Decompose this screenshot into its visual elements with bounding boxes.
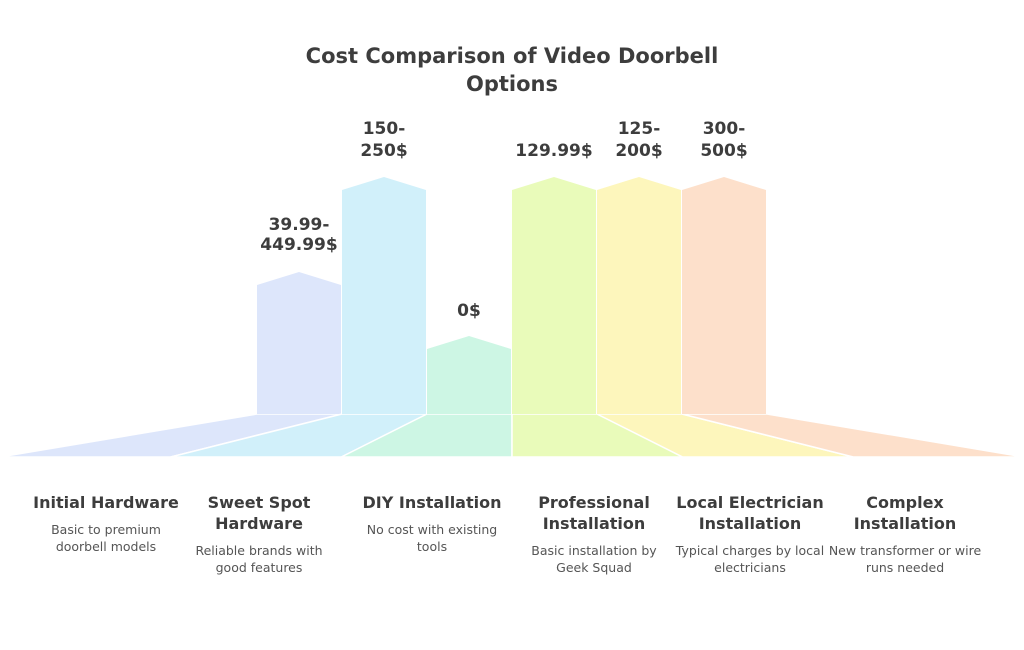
value-label-2: 150-250$ [360,119,407,161]
value-label-5: 125-200$ [615,119,662,161]
value-label-6: 300-500$ [700,119,747,161]
category-2: Sweet Spot Hardware Reliable brands with … [179,492,339,576]
category-title: Initial Hardware [33,493,179,512]
category-4: Professional Installation Basic installat… [514,492,674,576]
value-label-3: 0$ [457,301,481,321]
bar-4 [512,177,596,414]
category-title: Sweet Spot Hardware [207,493,311,533]
bar-1 [257,272,341,414]
bar-3 [427,336,511,414]
category-title: Complex Installation [853,493,957,533]
bar-5 [597,177,681,414]
value-label-1: 39.99-449.99$ [260,215,337,255]
category-description: No cost with existing tools [366,522,498,554]
category-6: Complex Installation New transformer or w… [825,492,985,576]
category-description: Reliable brands with good features [195,543,323,575]
chart-title: Cost Comparison of Video Doorbell Option… [305,44,719,96]
category-description: Basic to premium doorbell models [51,522,161,554]
category-title: DIY Installation [362,493,502,512]
category-3: DIY Installation No cost with existing to… [352,492,512,555]
bar-6 [682,177,766,414]
category-description: Typical charges by local electricians [675,543,825,575]
category-description: Basic installation by Geek Squad [531,543,657,575]
bar-2 [342,177,426,414]
category-title: Local Electrician Installation [676,493,824,533]
category-title: Professional Installation [538,493,650,533]
category-1: Initial Hardware Basic to premium doorbel… [26,492,186,555]
value-label-4: 129.99$ [515,141,592,161]
category-description: New transformer or wire runs needed [828,543,982,575]
category-5: Local Electrician Installation Typical ch… [670,492,830,576]
